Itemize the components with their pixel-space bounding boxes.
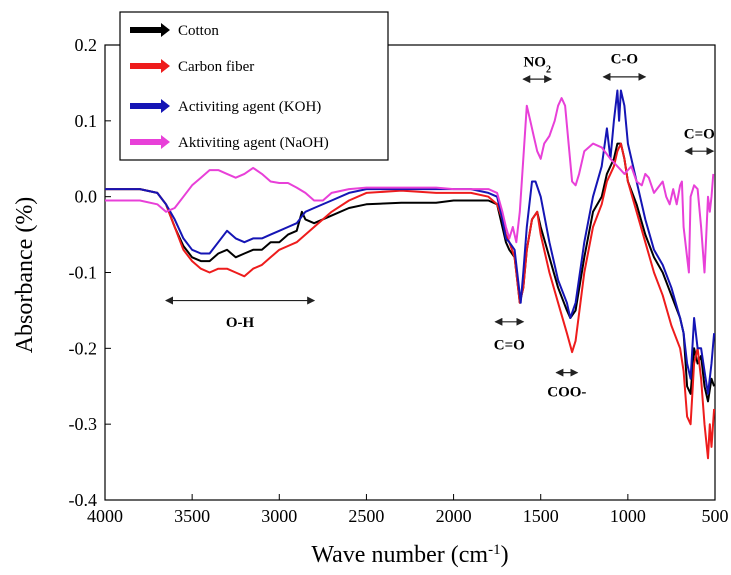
legend: Cotton Carbon fiber Activiting agent (KOH)… bbox=[119, 11, 389, 161]
blue-arrow-icon bbox=[130, 99, 170, 113]
x-tick-label: 3000 bbox=[261, 506, 297, 526]
legend-box bbox=[119, 11, 389, 161]
x-tick-label: 1000 bbox=[610, 506, 646, 526]
x-tick-label: 2000 bbox=[436, 506, 472, 526]
pink-arrow-icon bbox=[130, 135, 170, 149]
x-axis-title-close: ) bbox=[501, 542, 509, 568]
red-arrow-icon bbox=[130, 59, 170, 73]
annotation-label: NO2 bbox=[523, 55, 551, 76]
y-tick-label: -0.2 bbox=[69, 338, 98, 358]
x-tick-label: 2500 bbox=[348, 506, 384, 526]
x-tick-label: 500 bbox=[702, 506, 729, 526]
annotation-label: C=O bbox=[494, 338, 525, 354]
series-line-4 bbox=[105, 97, 715, 274]
x-tick-label: 4000 bbox=[87, 506, 123, 526]
series-line-3 bbox=[105, 89, 716, 395]
y-tick-label: 0.1 bbox=[75, 111, 98, 131]
black-arrow-icon bbox=[130, 23, 170, 37]
series-line-2 bbox=[105, 142, 716, 460]
x-axis-title-main: Wave number (cm bbox=[311, 542, 488, 568]
annotation-label-sub: 2 bbox=[546, 64, 551, 75]
annotation-label: C=O bbox=[684, 127, 715, 143]
legend-label: Activiting agent (KOH) bbox=[178, 99, 321, 115]
y-tick-label: -0.4 bbox=[69, 490, 98, 510]
x-tick-label: 3500 bbox=[174, 506, 210, 526]
x-axis-title: Wave number (cm-1) bbox=[311, 542, 508, 568]
annotation-label: O-H bbox=[226, 315, 255, 331]
annotation-layer: O-H C=O NO2 COO- C-O C=O bbox=[165, 52, 715, 401]
annotation-label: COO- bbox=[547, 385, 586, 401]
y-tick-label: 0.2 bbox=[75, 35, 98, 55]
x-tick-label: 1500 bbox=[523, 506, 559, 526]
y-tick-label: 0.0 bbox=[75, 187, 98, 207]
annotation-label: C-O bbox=[611, 52, 639, 68]
y-tick-label: -0.1 bbox=[69, 263, 98, 283]
tick-layer: 4000 3500 3000 2500 2000 1500 1000 500 0.2 0.1 0.0… bbox=[69, 35, 729, 526]
y-axis-title: Absorbance (%) bbox=[12, 197, 38, 354]
series-layer bbox=[105, 89, 716, 460]
legend-label: Aktiviting agent (NaOH) bbox=[178, 135, 329, 151]
legend-label: Carbon fiber bbox=[178, 59, 254, 75]
y-tick-label: -0.3 bbox=[69, 414, 98, 434]
legend-label: Cotton bbox=[178, 23, 219, 39]
x-axis-title-sup: -1 bbox=[488, 542, 501, 558]
